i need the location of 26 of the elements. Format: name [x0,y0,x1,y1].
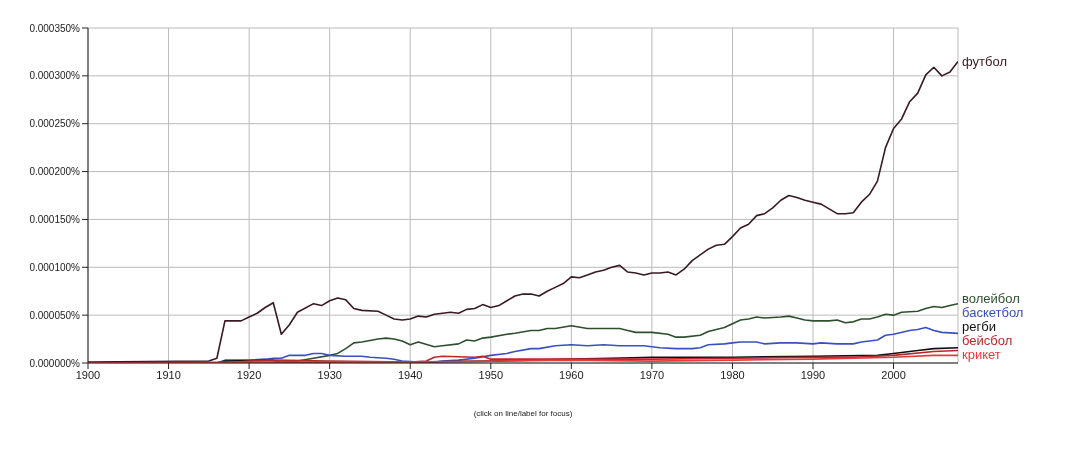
x-tick-label: 1960 [559,368,584,381]
y-tick-label: 0.000100% [29,261,81,273]
y-tick-label: 0.000200% [29,166,81,178]
y-tick-label: 0.000300% [29,70,81,82]
text: (click on line/label for focus) [472,409,574,418]
series-label: бейсбол [962,333,1013,350]
x-tick-label: 1970 [639,368,665,381]
y-tick-label: 0.000000% [29,357,81,369]
y-tick-label: 0.000150% [29,213,81,225]
y-tick-label: 0.000250% [29,118,81,130]
x-tick-label: 1990 [800,368,826,381]
x-tick-label: 1920 [236,368,262,381]
x-tick-label: 1930 [317,368,342,381]
x-tick-label: 1980 [720,368,745,381]
y-tick-label: 0.000050% [29,309,81,321]
series-label: волейбол [962,291,1020,307]
x-tick-label: 1940 [397,368,423,381]
series-label: футбол [962,53,1007,70]
series-label: баскетбол [962,305,1024,321]
x-tick-label: 1910 [156,368,181,381]
x-tick-label: 1950 [478,368,504,381]
x-tick-label: 2000 [881,368,906,381]
y-tick-label: 0.000350% [29,22,81,34]
series-label: крикет [962,347,1001,364]
series-label: регби [962,319,996,336]
x-tick-label: 1900 [75,368,101,381]
